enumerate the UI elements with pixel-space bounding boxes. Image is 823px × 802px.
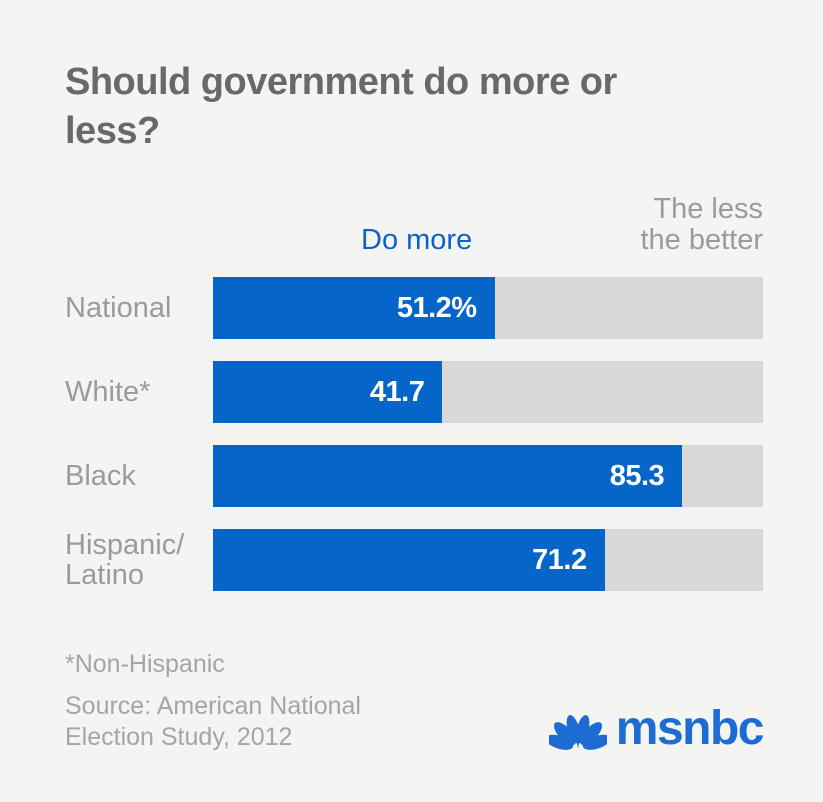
bar-track: 51.2% [213, 277, 763, 339]
bar-category-label: Black [65, 460, 136, 492]
bar-category-label: White* [65, 376, 151, 408]
bar-chart: National 51.2% White* 41.7 Black 85.3 [65, 277, 763, 591]
msnbc-wordmark: msnbc [615, 702, 765, 755]
bar-value-label: 71.2 [532, 543, 587, 576]
bar-row: National 51.2% [65, 277, 763, 339]
legend: Do more The less the better [65, 194, 763, 256]
footer: *Non-Hispanic Source: American National … [65, 649, 765, 755]
footnote: *Non-Hispanic [65, 650, 225, 678]
legend-do-more: Do more [361, 224, 473, 256]
bar-fill: 51.2% [213, 277, 495, 339]
bar-row: Hispanic/ Latino 71.2 [65, 529, 763, 591]
bar-value-label: 51.2% [396, 291, 477, 324]
bar-category-label: National [65, 292, 172, 324]
bar-fill: 41.7 [213, 361, 443, 423]
peacock-icon [548, 715, 607, 750]
bar-value-label: 85.3 [609, 459, 665, 492]
bar-fill: 71.2 [213, 529, 605, 591]
bar-track: 85.3 [213, 445, 763, 507]
bar-category-label: Hispanic/ Latino [65, 529, 185, 591]
bar-track: 71.2 [213, 529, 763, 591]
bar-value-label: 41.7 [369, 375, 425, 408]
bar-row: Black 85.3 [65, 445, 763, 507]
brand-logo: msnbc [548, 702, 765, 755]
footer-text-block: *Non-Hispanic Source: American National … [65, 649, 361, 753]
chart-title: Should government do more or less? [65, 61, 617, 152]
legend-less-better: The less the better [640, 193, 763, 256]
bar-track: 41.7 [213, 361, 763, 423]
bar-fill: 85.3 [213, 445, 683, 507]
bar-row: White* 41.7 [65, 361, 763, 423]
source-credit: Source: American National Election Study… [65, 692, 361, 751]
